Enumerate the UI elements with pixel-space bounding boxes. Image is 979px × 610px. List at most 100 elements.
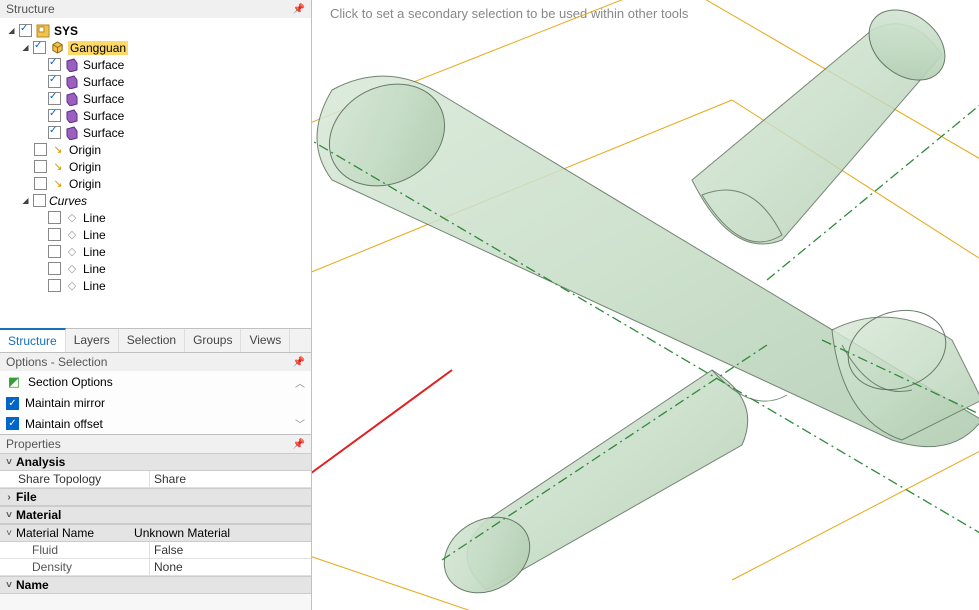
prop-key: Density — [0, 559, 150, 575]
tree-node-surface[interactable]: Surface — [0, 107, 311, 124]
chevron-down-icon[interactable]: ˅ — [2, 580, 16, 591]
tree-node-surface[interactable]: Surface — [0, 90, 311, 107]
tree-node-gangguan[interactable]: Gangguan — [0, 39, 311, 56]
checkbox[interactable] — [34, 177, 47, 190]
checkbox[interactable] — [48, 228, 61, 241]
group-label: Analysis — [16, 455, 65, 469]
prop-group-material-name[interactable]: ˅ Material Name Unknown Material — [0, 524, 311, 542]
chevron-right-icon[interactable]: › — [2, 492, 16, 503]
pipe-branch-upper — [692, 0, 959, 244]
expander-icon[interactable] — [20, 42, 31, 53]
tree-node-origin[interactable]: ↘ Origin — [0, 158, 311, 175]
node-label: Surface — [83, 109, 124, 123]
node-label: Line — [83, 228, 106, 242]
tab-structure[interactable]: Structure — [0, 328, 66, 352]
component-icon — [49, 40, 65, 56]
tree-node-surface[interactable]: Surface — [0, 73, 311, 90]
prop-group-material[interactable]: ˅ Material — [0, 506, 311, 524]
prop-row-density[interactable]: Density None — [0, 559, 311, 576]
prop-group-name[interactable]: ˅ Name — [0, 576, 311, 594]
structure-title: Structure — [6, 2, 55, 16]
checkbox[interactable] — [19, 24, 32, 37]
prop-group-file[interactable]: › File — [0, 488, 311, 506]
checkbox[interactable] — [48, 75, 61, 88]
chevron-down-icon[interactable]: ˅ — [2, 528, 16, 539]
line-icon: ◇ — [64, 278, 80, 294]
tree-node-line[interactable]: ◇ Line — [0, 209, 311, 226]
tree-node-surface[interactable]: Surface — [0, 56, 311, 73]
checkbox[interactable] — [34, 143, 47, 156]
expander-icon[interactable] — [6, 25, 17, 36]
options-title: Options - Selection — [6, 355, 107, 369]
checkbox[interactable] — [34, 160, 47, 173]
tab-selection[interactable]: Selection — [119, 329, 185, 352]
structure-panel-header: Structure 📌 — [0, 0, 311, 18]
option-label: Maintain offset — [25, 417, 103, 431]
tree-node-line[interactable]: ◇ Line — [0, 277, 311, 294]
checkbox[interactable] — [48, 245, 61, 258]
node-label: Gangguan — [68, 41, 128, 55]
scene-3d — [312, 0, 979, 610]
option-section-options[interactable]: ◩ Section Options ︿ — [0, 371, 311, 393]
tree-node-line[interactable]: ◇ Line — [0, 243, 311, 260]
properties-panel: ˅ Analysis Share Topology Share › File ˅… — [0, 453, 311, 610]
group-label: Name — [16, 578, 49, 592]
option-maintain-mirror[interactable]: ✓ Maintain mirror — [0, 393, 311, 413]
checkbox[interactable] — [48, 279, 61, 292]
prop-row-share-topology[interactable]: Share Topology Share — [0, 471, 311, 488]
pin-icon[interactable]: 📌 — [293, 439, 305, 450]
group-label: File — [16, 490, 37, 504]
properties-title: Properties — [6, 437, 61, 451]
prop-key: Material Name — [16, 526, 94, 540]
checkbox[interactable] — [48, 58, 61, 71]
prop-value[interactable]: Share — [150, 471, 311, 487]
prop-value[interactable]: Unknown Material — [134, 526, 230, 540]
origin-icon: ↘ — [50, 176, 66, 192]
options-panel-header: Options - Selection 📌 — [0, 353, 311, 371]
tab-views[interactable]: Views — [241, 329, 290, 352]
checkbox[interactable] — [48, 211, 61, 224]
prop-group-analysis[interactable]: ˅ Analysis — [0, 453, 311, 471]
line-icon: ◇ — [64, 227, 80, 243]
tree-node-origin[interactable]: ↘ Origin — [0, 141, 311, 158]
checkbox[interactable] — [33, 194, 46, 207]
tree-node-sys[interactable]: SYS — [0, 22, 311, 39]
chevron-down-icon[interactable]: ˅ — [2, 457, 16, 468]
node-label: Surface — [83, 92, 124, 106]
checkbox[interactable] — [48, 262, 61, 275]
chevron-down-icon[interactable]: ˅ — [2, 510, 16, 521]
checkbox[interactable] — [33, 41, 46, 54]
node-label: Line — [83, 262, 106, 276]
surface-icon — [64, 125, 80, 141]
tree-node-origin[interactable]: ↘ Origin — [0, 175, 311, 192]
node-label: Surface — [83, 75, 124, 89]
checkbox[interactable]: ✓ — [6, 417, 19, 430]
node-label: Origin — [69, 160, 101, 174]
structure-tree: SYS Gangguan Surface Surface — [0, 18, 311, 328]
tree-node-curves[interactable]: Curves — [0, 192, 311, 209]
chevron-up-icon[interactable]: ︿ — [295, 375, 305, 390]
tree-node-surface[interactable]: Surface — [0, 124, 311, 141]
viewport-3d[interactable]: Click to set a secondary selection to be… — [312, 0, 979, 610]
tree-node-line[interactable]: ◇ Line — [0, 260, 311, 277]
checkbox[interactable] — [48, 92, 61, 105]
tab-layers[interactable]: Layers — [66, 329, 119, 352]
prop-value[interactable]: None — [150, 559, 311, 575]
pin-icon[interactable]: 📌 — [293, 4, 305, 15]
option-maintain-offset[interactable]: ✓ Maintain offset ﹀ — [0, 413, 311, 434]
prop-value[interactable]: False — [150, 542, 311, 558]
checkbox[interactable] — [48, 126, 61, 139]
properties-panel-header: Properties 📌 — [0, 435, 311, 453]
sidebar: Structure 📌 SYS Gangguan — [0, 0, 312, 610]
expander-icon[interactable] — [20, 195, 31, 206]
tree-node-line[interactable]: ◇ Line — [0, 226, 311, 243]
prop-key: Fluid — [0, 542, 150, 558]
pin-icon[interactable]: 📌 — [293, 357, 305, 368]
checkbox[interactable]: ✓ — [6, 397, 19, 410]
prop-row-fluid[interactable]: Fluid False — [0, 542, 311, 559]
option-label: Maintain mirror — [25, 396, 105, 410]
tab-groups[interactable]: Groups — [185, 329, 241, 352]
chevron-down-icon[interactable]: ﹀ — [295, 416, 305, 431]
option-label: Section Options — [28, 375, 113, 389]
checkbox[interactable] — [48, 109, 61, 122]
